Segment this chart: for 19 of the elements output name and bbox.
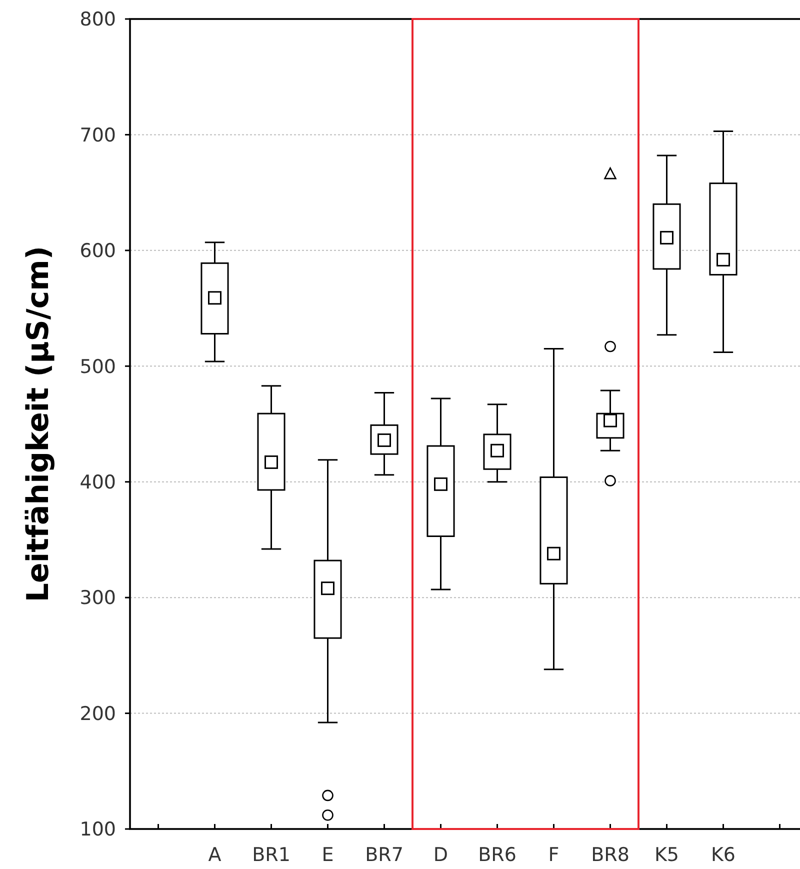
y-tick-label: 600 bbox=[80, 240, 116, 262]
y-axis-title: Leitfähigkeit (µS/cm) bbox=[21, 246, 56, 602]
y-tick-label: 400 bbox=[80, 472, 116, 494]
y-tick-label: 200 bbox=[80, 702, 116, 725]
x-tick-label: BR7 bbox=[365, 844, 404, 866]
x-tick-label: K5 bbox=[654, 844, 680, 866]
y-tick-label: 800 bbox=[80, 8, 116, 31]
x-tick-label: K6 bbox=[710, 844, 736, 866]
x-tick-label: BR6 bbox=[478, 844, 516, 866]
x-tick-label: BR8 bbox=[591, 844, 630, 866]
y-tick-label: 700 bbox=[80, 124, 116, 146]
y-tick-label: 300 bbox=[80, 587, 116, 610]
x-tick-label: E bbox=[322, 844, 334, 866]
x-tick-label: F bbox=[548, 844, 560, 866]
x-tick-label: BR1 bbox=[252, 844, 290, 866]
x-tick-label: A bbox=[208, 844, 222, 866]
x-tick-label: D bbox=[433, 844, 448, 866]
y-tick-label: 500 bbox=[80, 356, 116, 378]
y-tick-label: 100 bbox=[80, 818, 116, 841]
